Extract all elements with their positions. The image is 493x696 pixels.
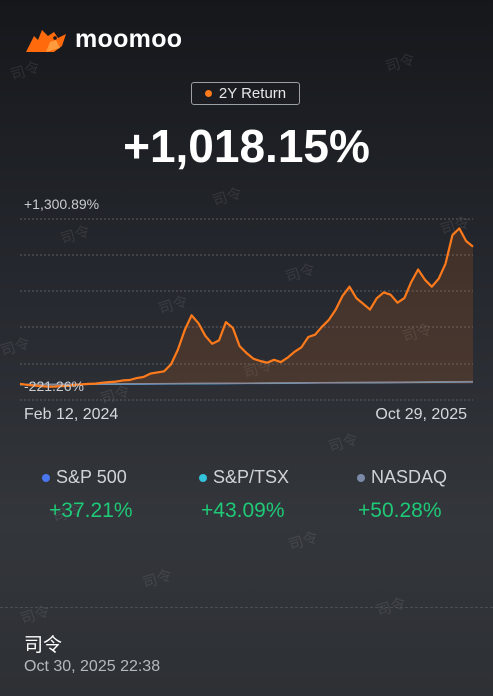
legend-sp500: S&P 500: [42, 467, 127, 488]
brand-logo: moomoo: [24, 25, 182, 54]
total-return-value: +1,018.15%: [123, 120, 370, 172]
legend-nasdaq: NASDAQ: [357, 467, 447, 488]
return-chart: [19, 218, 474, 401]
y-axis-min-label: -221.26%: [24, 378, 84, 394]
nasdaq-dot-icon: [357, 473, 365, 482]
legend-label: NASDAQ: [371, 467, 448, 487]
moomoo-bull-icon: [26, 29, 66, 52]
return-area: [20, 228, 473, 387]
legend-sptsx: S&P/TSX: [199, 467, 289, 488]
footer-divider: [0, 607, 493, 608]
orange-dot-icon: [204, 90, 212, 97]
y-axis-max-label: +1,300.89%: [24, 196, 100, 212]
return-period-label: 2Y Return: [218, 85, 287, 102]
series-line-2y-return: [19, 227, 474, 388]
sp500-return: +37.21%: [49, 499, 133, 522]
x-axis-start-label: Feb 12, 2024: [24, 406, 119, 423]
x-axis-end-label: Oct 29, 2025: [375, 406, 467, 423]
return-period-badge: 2Y Return: [191, 82, 300, 105]
legend-label: S&P 500: [56, 467, 127, 487]
sptsx-return: +43.09%: [201, 499, 285, 522]
brand-name: moomoo: [75, 25, 183, 53]
watermark: 司令: [286, 528, 321, 555]
watermark: 司令: [326, 430, 361, 457]
sp500-dot-icon: [42, 473, 50, 482]
watermark: 司令: [18, 602, 53, 629]
share-timestamp: Oct 30, 2025 22:38: [24, 658, 161, 675]
legend-label: S&P/TSX: [213, 467, 290, 487]
username: 司令: [24, 635, 63, 656]
nasdaq-return: +50.28%: [358, 499, 442, 522]
watermark: 司令: [140, 566, 175, 593]
sptsx-dot-icon: [199, 473, 207, 482]
